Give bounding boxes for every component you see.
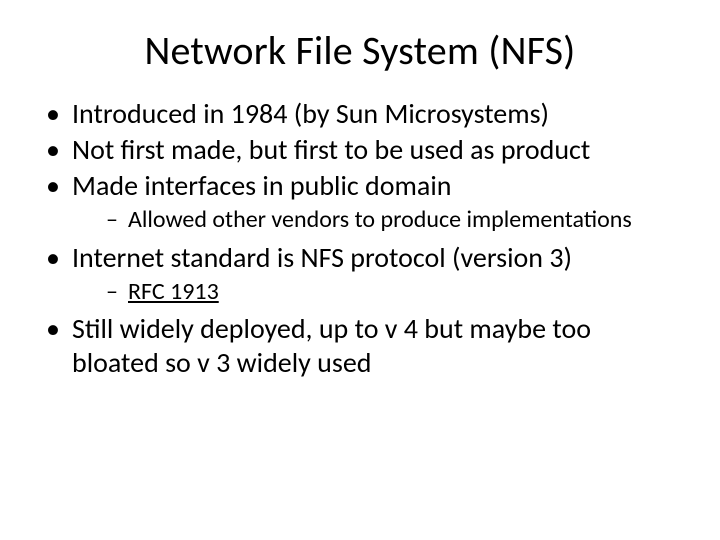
bullet-list: Introduced in 1984 (by Sun Microsystems)… xyxy=(36,97,684,380)
bullet-text: Not first made, but first to be used as … xyxy=(72,132,590,167)
bullet-text: Introduced in 1984 (by Sun Microsystems) xyxy=(72,96,549,131)
sub-bullet-item: Allowed other vendors to produce impleme… xyxy=(106,205,684,234)
bullet-item: Internet standard is NFS protocol (versi… xyxy=(46,241,684,306)
bullet-text: Internet standard is NFS protocol (versi… xyxy=(72,240,572,275)
rfc-link[interactable]: RFC 1913 xyxy=(128,277,219,306)
bullet-item: Made interfaces in public domain Allowed… xyxy=(46,169,684,234)
bullet-item: Introduced in 1984 (by Sun Microsystems) xyxy=(46,97,684,131)
slide: Network File System (NFS) Introduced in … xyxy=(0,0,720,540)
bullet-item: Not first made, but first to be used as … xyxy=(46,133,684,167)
bullet-text: Made interfaces in public domain xyxy=(72,168,451,203)
sub-bullet-list: RFC 1913 xyxy=(72,277,684,306)
sub-bullet-text: Allowed other vendors to produce impleme… xyxy=(128,205,632,234)
sub-bullet-item: RFC 1913 xyxy=(106,277,684,306)
sub-bullet-list: Allowed other vendors to produce impleme… xyxy=(72,205,684,234)
slide-title: Network File System (NFS) xyxy=(36,26,684,75)
bullet-text: Still widely deployed, up to v 4 but may… xyxy=(72,311,591,380)
bullet-item: Still widely deployed, up to v 4 but may… xyxy=(46,312,684,380)
